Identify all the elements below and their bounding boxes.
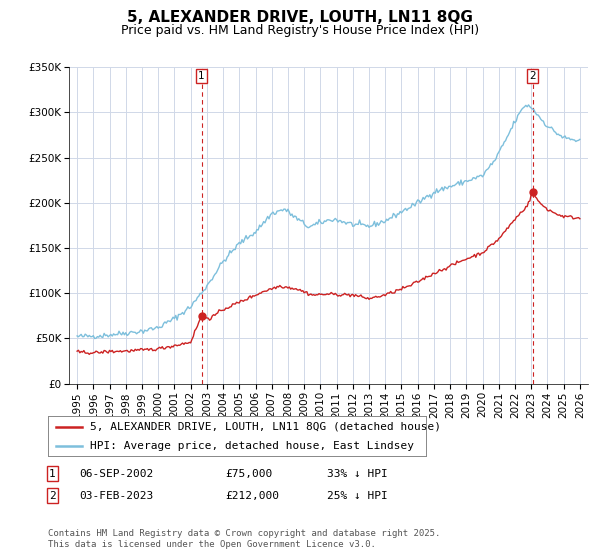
Text: £75,000: £75,000 [225, 469, 272, 479]
Text: 5, ALEXANDER DRIVE, LOUTH, LN11 8QG (detached house): 5, ALEXANDER DRIVE, LOUTH, LN11 8QG (det… [89, 422, 440, 432]
Text: Contains HM Land Registry data © Crown copyright and database right 2025.
This d: Contains HM Land Registry data © Crown c… [48, 529, 440, 549]
Text: 03-FEB-2023: 03-FEB-2023 [79, 491, 154, 501]
Text: 2: 2 [529, 71, 536, 81]
Text: 1: 1 [198, 71, 205, 81]
Text: 1: 1 [49, 469, 56, 479]
Text: £212,000: £212,000 [225, 491, 279, 501]
Text: 2: 2 [49, 491, 56, 501]
Text: 06-SEP-2002: 06-SEP-2002 [79, 469, 154, 479]
Text: HPI: Average price, detached house, East Lindsey: HPI: Average price, detached house, East… [89, 441, 413, 450]
Text: 33% ↓ HPI: 33% ↓ HPI [327, 469, 388, 479]
Text: 5, ALEXANDER DRIVE, LOUTH, LN11 8QG: 5, ALEXANDER DRIVE, LOUTH, LN11 8QG [127, 10, 473, 25]
Text: 25% ↓ HPI: 25% ↓ HPI [327, 491, 388, 501]
Text: Price paid vs. HM Land Registry's House Price Index (HPI): Price paid vs. HM Land Registry's House … [121, 24, 479, 36]
